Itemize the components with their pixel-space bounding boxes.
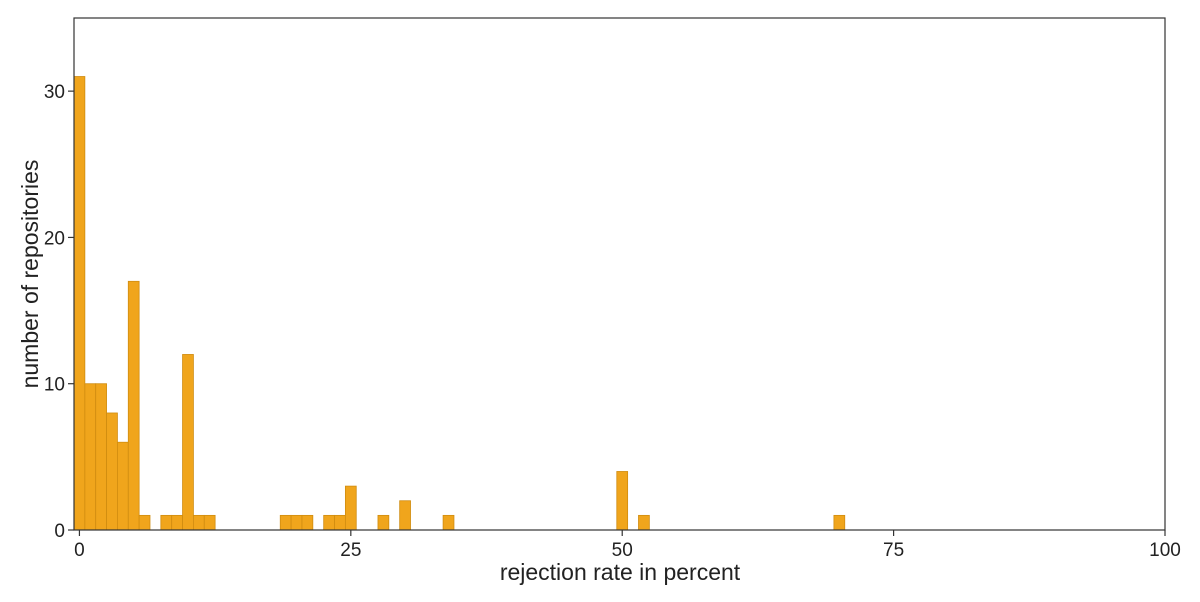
x-tick-label: 0 bbox=[74, 540, 85, 561]
x-tick-label: 50 bbox=[612, 540, 633, 561]
plot-frame bbox=[73, 17, 1166, 531]
bar bbox=[301, 514, 314, 531]
y-tick-label: 10 bbox=[44, 375, 65, 396]
bar bbox=[160, 514, 173, 531]
bar bbox=[323, 514, 335, 531]
bar bbox=[399, 500, 411, 531]
bar bbox=[344, 485, 357, 531]
bar bbox=[127, 280, 140, 531]
bar bbox=[171, 514, 183, 531]
bar bbox=[290, 514, 303, 531]
bar bbox=[138, 514, 151, 531]
y-tick-label: 20 bbox=[44, 228, 65, 249]
x-tick-label: 75 bbox=[883, 540, 904, 561]
bar bbox=[616, 471, 629, 531]
bar bbox=[117, 441, 129, 531]
bar bbox=[84, 383, 97, 531]
bar bbox=[182, 354, 194, 531]
bar bbox=[833, 514, 846, 531]
bar bbox=[203, 514, 216, 531]
bar bbox=[442, 514, 455, 531]
y-axis-title: number of repositories bbox=[17, 160, 43, 389]
bar bbox=[377, 514, 390, 531]
bar bbox=[334, 514, 346, 531]
bar bbox=[106, 412, 118, 531]
bar bbox=[279, 514, 292, 531]
bar bbox=[193, 514, 205, 531]
bar bbox=[73, 76, 86, 531]
x-axis-title: rejection rate in percent bbox=[500, 559, 741, 585]
y-tick-label: 0 bbox=[54, 521, 65, 542]
x-tick-label: 25 bbox=[340, 540, 361, 561]
bar bbox=[95, 383, 107, 531]
bar bbox=[638, 514, 650, 531]
x-tick-label: 100 bbox=[1149, 540, 1181, 561]
y-tick-label: 30 bbox=[44, 82, 65, 103]
